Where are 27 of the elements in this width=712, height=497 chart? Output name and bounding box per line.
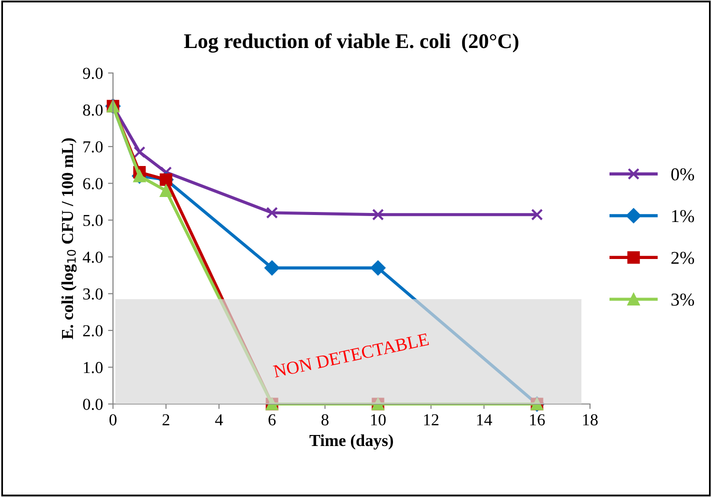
x-tick-label: 2 [162, 414, 170, 426]
y-tick-label: 7.0 [84, 141, 103, 153]
x-tick-label: 16 [530, 414, 545, 426]
x-tick-label: 10 [371, 414, 386, 426]
x-tick-label: 18 [583, 414, 598, 426]
x-axis-title: Time (days) [310, 434, 393, 450]
legend-label: 1% [672, 210, 694, 222]
y-tick-label: 9.0 [82, 68, 103, 80]
y-tick-label: 4.0 [82, 252, 103, 263]
y-tick-label: 1.0 [84, 362, 103, 374]
y-axis-title: E. coli (log$_{10}$ CFU / 100 mL) [61, 138, 77, 340]
x-tick-label: 6 [268, 414, 276, 426]
x-tick-label: 8 [321, 414, 329, 426]
legend-label: 2% [671, 252, 694, 264]
legend-label: 0% [671, 168, 694, 180]
x-tick-label: 14 [477, 414, 492, 426]
y-tick-label: 5.0 [83, 214, 103, 226]
x-tick-label: 12 [424, 414, 438, 426]
y-tick-label: 6.0 [83, 178, 103, 190]
y-tick-label: 0.0 [83, 398, 103, 410]
legend-label: 3% [671, 294, 694, 306]
y-tick-label: 2.0 [83, 325, 103, 336]
y-tick-label: 3.0 [83, 288, 103, 300]
chart-title: Log reduction of viable E. coli (20°C) [184, 33, 518, 53]
x-tick-label: 0 [109, 414, 117, 426]
x-tick-label: 4 [215, 414, 223, 426]
y-tick-label: 8.0 [83, 104, 103, 116]
